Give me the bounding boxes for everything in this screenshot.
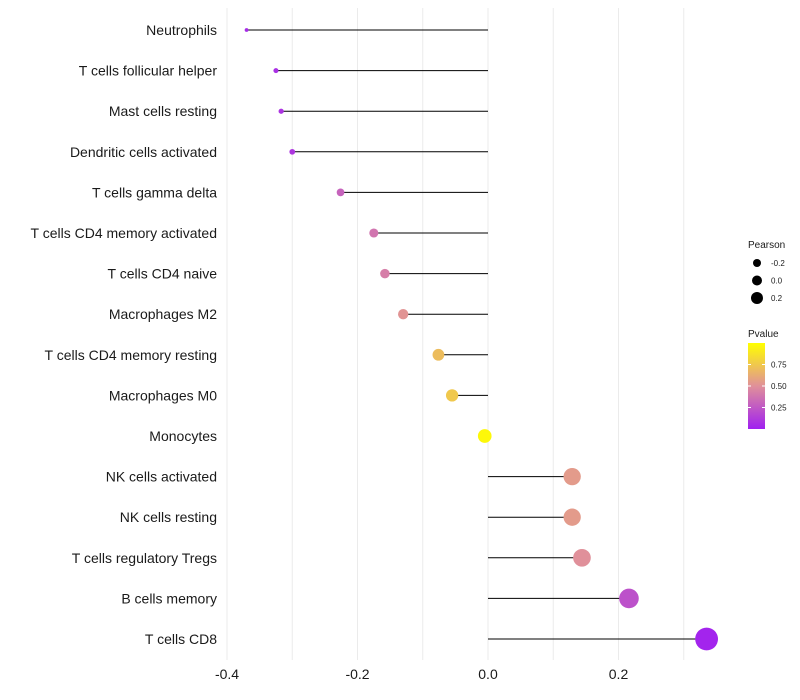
x-tick-label: 0.2 [609, 666, 629, 682]
x-tick-label: -0.4 [215, 666, 239, 682]
category-label: B cells memory [121, 590, 217, 606]
size-legend-label: -0.2 [771, 259, 785, 268]
category-label: T cells regulatory Tregs [72, 550, 217, 566]
color-legend-title: Pvalue [748, 329, 779, 340]
lollipop-point [445, 389, 459, 402]
colorbar-label: 0.25 [771, 404, 787, 413]
category-label: Monocytes [149, 428, 217, 444]
category-label: Mast cells resting [109, 103, 217, 119]
category-label: T cells CD8 [145, 631, 217, 647]
lollipop-point [336, 188, 345, 197]
lollipop-point [369, 228, 379, 238]
lollipop-point [244, 28, 249, 32]
grid-lines [226, 8, 685, 660]
lollipop-points [244, 28, 719, 651]
lollipop-stems [246, 29, 707, 640]
lollipop-point [289, 148, 296, 155]
size-legend-key [752, 275, 762, 286]
lollipop-point [563, 467, 581, 486]
size-legend-title: Pearson [748, 240, 785, 251]
category-label: Macrophages M2 [109, 306, 217, 322]
lollipop-point [380, 268, 390, 279]
size-legend-label: 0.0 [771, 277, 783, 286]
lollipop-point [619, 588, 639, 609]
legend: Pearson Pvalue -0.2 0.0 0.2 0.75 0.50 0.25 [748, 240, 787, 429]
size-legend-key [753, 259, 761, 267]
lollipop-point [273, 68, 279, 74]
y-axis-category-labels: Neutrophils T cells follicular helper Mast… [31, 22, 218, 647]
x-axis-tick-labels: -0.4 -0.2 0.0 0.2 [215, 666, 629, 682]
lollipop-point [573, 548, 591, 567]
lollipop-point [432, 348, 445, 361]
lollipop-point [398, 309, 409, 320]
x-tick-label: 0.0 [478, 666, 498, 682]
category-label: Neutrophils [146, 22, 217, 38]
x-tick-label: -0.2 [345, 666, 369, 682]
pvalue-colorbar [748, 343, 765, 429]
category-label: T cells CD4 memory activated [31, 225, 217, 241]
category-label: Macrophages M0 [109, 387, 217, 403]
category-label: T cells gamma delta [92, 184, 217, 200]
category-label: T cells CD4 memory resting [45, 347, 217, 363]
lollipop-point [278, 108, 284, 114]
size-legend-key [751, 292, 763, 304]
colorbar-label: 0.50 [771, 382, 787, 391]
category-label: T cells follicular helper [79, 63, 218, 79]
category-label: NK cells activated [106, 469, 217, 485]
category-label: T cells CD4 naive [108, 266, 218, 282]
category-label: NK cells resting [120, 509, 217, 525]
lollipop-point [695, 627, 719, 651]
lollipop-point [563, 508, 581, 526]
size-legend-label: 0.2 [771, 294, 783, 303]
lollipop-point [477, 429, 492, 443]
category-label: Dendritic cells activated [70, 144, 217, 160]
colorbar-label: 0.75 [771, 361, 787, 370]
